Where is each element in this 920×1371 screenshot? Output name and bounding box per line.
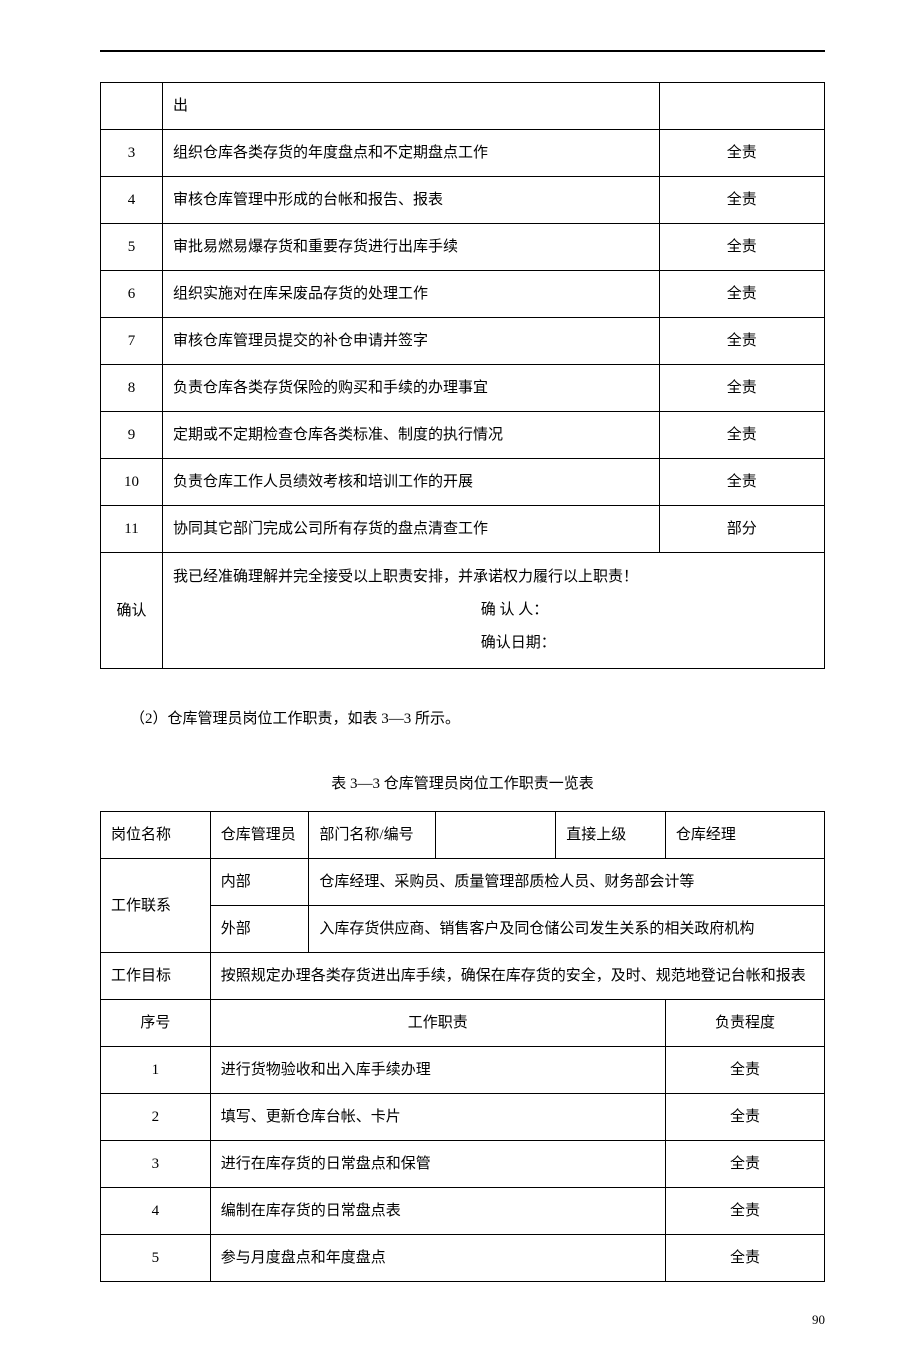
goal-value-cell: 按照规定办理各类存货进出库手续，确保在库存货的安全，及时、规范地登记台帐和报表: [210, 953, 824, 1000]
duty-cell: 审核仓库管理员提交的补仓申请并签字: [163, 318, 659, 365]
table-row-continuation: 出: [101, 83, 825, 130]
seq-cell: 5: [101, 1235, 211, 1282]
seq-cell: 10: [101, 459, 163, 506]
seq-cell: 4: [101, 1188, 211, 1235]
table-row-goal: 工作目标 按照规定办理各类存货进出库手续，确保在库存货的安全，及时、规范地登记台…: [101, 953, 825, 1000]
duty-cell: 编制在库存货的日常盘点表: [210, 1188, 665, 1235]
seq-cell: 3: [101, 130, 163, 177]
table-row: 5 参与月度盘点和年度盘点 全责: [101, 1235, 825, 1282]
seq-cell: 2: [101, 1094, 211, 1141]
position-label-cell: 岗位名称: [101, 812, 211, 859]
seq-header-cell: 序号: [101, 1000, 211, 1047]
table-row: 8 负责仓库各类存货保险的购买和手续的办理事宜 全责: [101, 365, 825, 412]
resp-cell: 全责: [665, 1047, 824, 1094]
seq-cell: 7: [101, 318, 163, 365]
table-row-header: 岗位名称 仓库管理员 部门名称/编号 直接上级 仓库经理: [101, 812, 825, 859]
seq-cell: 9: [101, 412, 163, 459]
duty-cell: 审批易燃易爆存货和重要存货进行出库手续: [163, 224, 659, 271]
contact-internal-value-cell: 仓库经理、采购员、质量管理部质检人员、财务部会计等: [309, 859, 825, 906]
table-row: 3 组织仓库各类存货的年度盘点和不定期盘点工作 全责: [101, 130, 825, 177]
seq-cell: 8: [101, 365, 163, 412]
table-row: 9 定期或不定期检查仓库各类标准、制度的执行情况 全责: [101, 412, 825, 459]
superior-label-cell: 直接上级: [556, 812, 666, 859]
resp-cell: 全责: [665, 1094, 824, 1141]
seq-cell-empty: [101, 83, 163, 130]
resp-cell: 部分: [659, 506, 825, 553]
contact-external-value-cell: 入库存货供应商、销售客户及同仓储公司发生关系的相关政府机构: [309, 906, 825, 953]
duty-cell: 负责仓库工作人员绩效考核和培训工作的开展: [163, 459, 659, 506]
seq-cell: 1: [101, 1047, 211, 1094]
resp-cell: 全责: [659, 130, 825, 177]
table-row-confirm: 确认 我已经准确理解并完全接受以上职责安排，并承诺权力履行以上职责！ 确 认 人…: [101, 553, 825, 669]
table-row-contact-internal: 工作联系 内部 仓库经理、采购员、质量管理部质检人员、财务部会计等: [101, 859, 825, 906]
responsibilities-table-1: 出 3 组织仓库各类存货的年度盘点和不定期盘点工作 全责 4 审核仓库管理中形成…: [100, 82, 825, 669]
seq-cell: 4: [101, 177, 163, 224]
resp-cell: 全责: [659, 459, 825, 506]
table-row: 4 编制在库存货的日常盘点表 全责: [101, 1188, 825, 1235]
table-2-caption: 表 3—3 仓库管理员岗位工作职责一览表: [100, 769, 825, 799]
top-divider: [100, 50, 825, 52]
duty-cell: 定期或不定期检查仓库各类标准、制度的执行情况: [163, 412, 659, 459]
duty-header-cell: 工作职责: [210, 1000, 665, 1047]
resp-cell: 全责: [659, 271, 825, 318]
table-row: 6 组织实施对在库呆废品存货的处理工作 全责: [101, 271, 825, 318]
resp-cell: 全责: [665, 1188, 824, 1235]
contact-label-cell: 工作联系: [101, 859, 211, 953]
contact-external-label-cell: 外部: [210, 906, 309, 953]
table-row: 10 负责仓库工作人员绩效考核和培训工作的开展 全责: [101, 459, 825, 506]
table-row: 11 协同其它部门完成公司所有存货的盘点清查工作 部分: [101, 506, 825, 553]
contact-internal-label-cell: 内部: [210, 859, 309, 906]
resp-cell: 全责: [659, 412, 825, 459]
seq-cell: 11: [101, 506, 163, 553]
table-row: 1 进行货物验收和出入库手续办理 全责: [101, 1047, 825, 1094]
duty-cell: 组织仓库各类存货的年度盘点和不定期盘点工作: [163, 130, 659, 177]
seq-cell: 6: [101, 271, 163, 318]
duty-cell: 进行在库存货的日常盘点和保管: [210, 1141, 665, 1188]
duty-cell: 审核仓库管理中形成的台帐和报告、报表: [163, 177, 659, 224]
duty-cell: 参与月度盘点和年度盘点: [210, 1235, 665, 1282]
duty-cell: 组织实施对在库呆废品存货的处理工作: [163, 271, 659, 318]
position-value-cell: 仓库管理员: [210, 812, 309, 859]
table-row-columns: 序号 工作职责 负责程度: [101, 1000, 825, 1047]
resp-cell: 全责: [659, 365, 825, 412]
resp-header-cell: 负责程度: [665, 1000, 824, 1047]
confirm-content-cell: 我已经准确理解并完全接受以上职责安排，并承诺权力履行以上职责！ 确 认 人： 确…: [163, 553, 825, 669]
confirm-person-label: 确 认 人：: [173, 594, 814, 627]
seq-cell: 3: [101, 1141, 211, 1188]
table-row: 7 审核仓库管理员提交的补仓申请并签字 全责: [101, 318, 825, 365]
resp-cell: 全责: [659, 318, 825, 365]
goal-label-cell: 工作目标: [101, 953, 211, 1000]
resp-cell-empty: [659, 83, 825, 130]
confirm-label-cell: 确认: [101, 553, 163, 669]
superior-value-cell: 仓库经理: [665, 812, 824, 859]
seq-cell: 5: [101, 224, 163, 271]
table-row: 5 审批易燃易爆存货和重要存货进行出库手续 全责: [101, 224, 825, 271]
responsibilities-table-2: 岗位名称 仓库管理员 部门名称/编号 直接上级 仓库经理 工作联系 内部 仓库经…: [100, 811, 825, 1282]
dept-value-cell: [435, 812, 556, 859]
confirm-date-label: 确认日期：: [173, 627, 814, 660]
duty-cell: 填写、更新仓库台帐、卡片: [210, 1094, 665, 1141]
duty-cell-continuation: 出: [163, 83, 659, 130]
confirm-statement: 我已经准确理解并完全接受以上职责安排，并承诺权力履行以上职责！: [173, 561, 814, 594]
body-paragraph: （2）仓库管理员岗位工作职责，如表 3—3 所示。: [100, 704, 825, 734]
duty-cell: 协同其它部门完成公司所有存货的盘点清查工作: [163, 506, 659, 553]
resp-cell: 全责: [665, 1141, 824, 1188]
duty-cell: 负责仓库各类存货保险的购买和手续的办理事宜: [163, 365, 659, 412]
table-row: 2 填写、更新仓库台帐、卡片 全责: [101, 1094, 825, 1141]
dept-label-cell: 部门名称/编号: [309, 812, 435, 859]
duty-cell: 进行货物验收和出入库手续办理: [210, 1047, 665, 1094]
resp-cell: 全责: [659, 224, 825, 271]
page-number: 90: [100, 1310, 825, 1331]
table-row: 4 审核仓库管理中形成的台帐和报告、报表 全责: [101, 177, 825, 224]
resp-cell: 全责: [665, 1235, 824, 1282]
resp-cell: 全责: [659, 177, 825, 224]
table-row: 3 进行在库存货的日常盘点和保管 全责: [101, 1141, 825, 1188]
